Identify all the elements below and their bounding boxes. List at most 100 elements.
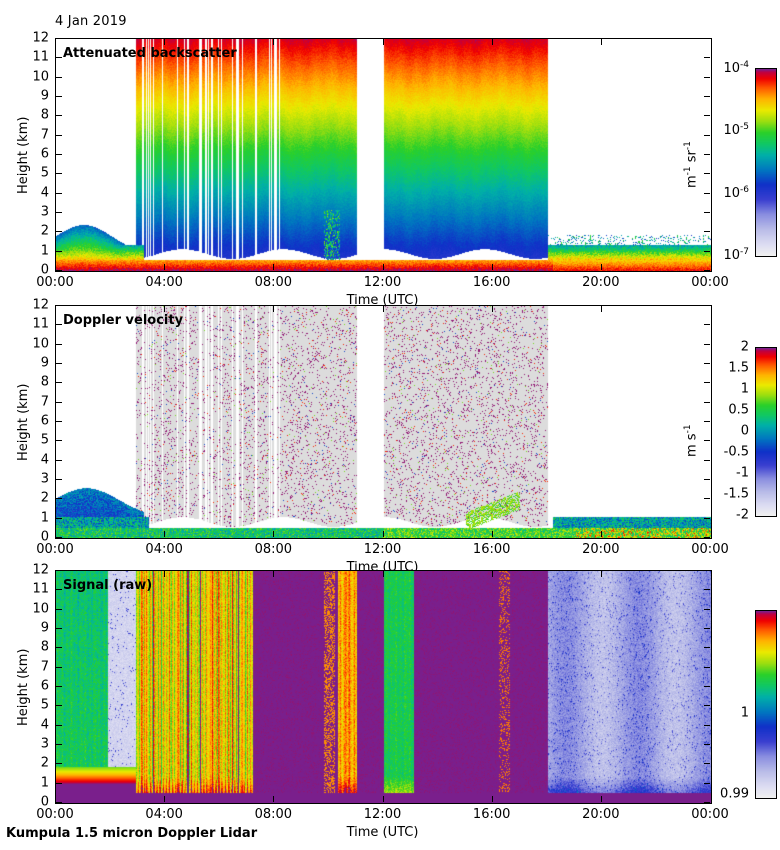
y-tick-mark	[56, 609, 62, 610]
y-tick-mark	[704, 589, 710, 590]
y-tick-mark	[56, 344, 62, 345]
y-tick-label: 6	[40, 146, 49, 162]
colorbar-tick-label: 1	[740, 381, 749, 397]
y-tick-mark	[56, 667, 62, 668]
x-tick-mark	[601, 571, 602, 577]
colorbar-attenuated-backscatter	[755, 68, 777, 257]
y-tick-label: 11	[32, 316, 49, 332]
x-tick-mark	[164, 39, 165, 45]
x-tick-label: 12:00	[363, 542, 402, 557]
y-tick-mark	[704, 77, 710, 78]
y-tick-label: 0	[40, 794, 49, 810]
x-tick-mark	[273, 264, 274, 270]
colorbar-tick-label: 0.5	[728, 402, 749, 418]
y-tick-label: 6	[40, 413, 49, 429]
y-tick-mark	[56, 479, 62, 480]
x-tick-label: 20:00	[582, 275, 620, 290]
x-tick-label: 00:00	[36, 275, 74, 290]
x-tick-mark	[492, 571, 493, 577]
y-tick-mark	[704, 382, 710, 383]
x-tick-mark	[383, 531, 384, 537]
y-tick-mark	[704, 725, 710, 726]
x-tick-mark	[601, 306, 602, 312]
y-tick-label: 11	[32, 581, 49, 597]
y-tick-mark	[704, 251, 710, 252]
y-tick-mark	[704, 763, 710, 764]
y-tick-mark	[56, 193, 62, 194]
y-tick-mark	[56, 744, 62, 745]
y-tick-mark	[56, 686, 62, 687]
x-tick-mark	[492, 306, 493, 312]
x-tick-mark	[601, 264, 602, 270]
y-tick-mark	[56, 57, 62, 58]
colorbar-tick-label: -0.5	[723, 444, 749, 460]
y-tick-mark	[704, 802, 710, 803]
y-tick-mark	[56, 115, 62, 116]
plot-area-doppler-velocity[interactable]	[55, 305, 712, 539]
y-tick-mark	[704, 537, 710, 538]
y-tick-mark	[56, 77, 62, 78]
colorbar-tick-label: 2	[740, 339, 749, 355]
y-tick-label: 1	[40, 243, 49, 259]
colorbar-tick-label: 10-4	[723, 59, 749, 77]
x-tick-mark	[383, 571, 384, 577]
y-tick-mark	[704, 135, 710, 136]
y-tick-mark	[704, 324, 710, 325]
y-tick-mark	[704, 402, 710, 403]
y-tick-mark	[704, 744, 710, 745]
y-tick-mark	[704, 270, 710, 271]
y-tick-mark	[56, 647, 62, 648]
x-tick-mark	[383, 264, 384, 270]
y-tick-mark	[56, 231, 62, 232]
y-tick-mark	[56, 382, 62, 383]
y-tick-mark	[56, 402, 62, 403]
x-tick-label: 00:00	[691, 542, 729, 557]
colorbar-tick-label: 0.99	[720, 786, 749, 802]
y-tick-mark	[704, 479, 710, 480]
x-tick-mark	[164, 306, 165, 312]
x-tick-label: 16:00	[472, 807, 511, 822]
x-axis-title: Time (UTC)	[346, 293, 419, 308]
x-tick-mark	[273, 306, 274, 312]
x-tick-label: 00:00	[36, 807, 74, 822]
y-tick-label: 5	[40, 697, 49, 713]
y-tick-label: 2	[40, 223, 49, 239]
x-tick-label: 20:00	[582, 542, 620, 557]
x-tick-label: 00:00	[691, 275, 729, 290]
y-tick-mark	[56, 460, 62, 461]
y-tick-mark	[704, 518, 710, 519]
x-tick-label: 08:00	[254, 807, 293, 822]
colorbar-tick-label: 0	[740, 423, 749, 439]
x-tick-label: 04:00	[145, 807, 183, 822]
x-tick-mark	[492, 264, 493, 270]
y-tick-mark	[704, 647, 710, 648]
y-tick-label: 3	[40, 736, 49, 752]
y-tick-label: 3	[40, 204, 49, 220]
y-tick-mark	[704, 628, 710, 629]
plot-area-signal-raw[interactable]	[55, 570, 712, 804]
y-tick-label: 8	[40, 639, 49, 655]
x-tick-mark	[273, 796, 274, 802]
y-tick-label: 12	[32, 30, 49, 46]
y-tick-label: 1	[40, 510, 49, 526]
y-tick-mark	[56, 783, 62, 784]
y-tick-label: 12	[32, 297, 49, 313]
y-tick-mark	[704, 38, 710, 39]
x-tick-label: 12:00	[363, 275, 402, 290]
y-tick-label: 1	[40, 775, 49, 791]
y-tick-label: 10	[32, 601, 49, 617]
y-tick-mark	[56, 705, 62, 706]
instrument-label: Kumpula 1.5 micron Doppler Lidar	[6, 826, 258, 841]
y-tick-mark	[704, 57, 710, 58]
y-tick-mark	[56, 135, 62, 136]
x-tick-label: 00:00	[36, 542, 74, 557]
plot-area-attenuated-backscatter[interactable]	[55, 38, 712, 272]
x-tick-mark	[492, 39, 493, 45]
y-tick-mark	[704, 686, 710, 687]
x-tick-mark	[273, 531, 274, 537]
x-tick-mark	[164, 264, 165, 270]
colorbar-tick-label: -2	[736, 507, 749, 523]
y-tick-label: 7	[40, 394, 49, 410]
colorbar-unit-attenuated-backscatter: m-1 sr-1	[683, 140, 700, 188]
y-tick-mark	[56, 324, 62, 325]
